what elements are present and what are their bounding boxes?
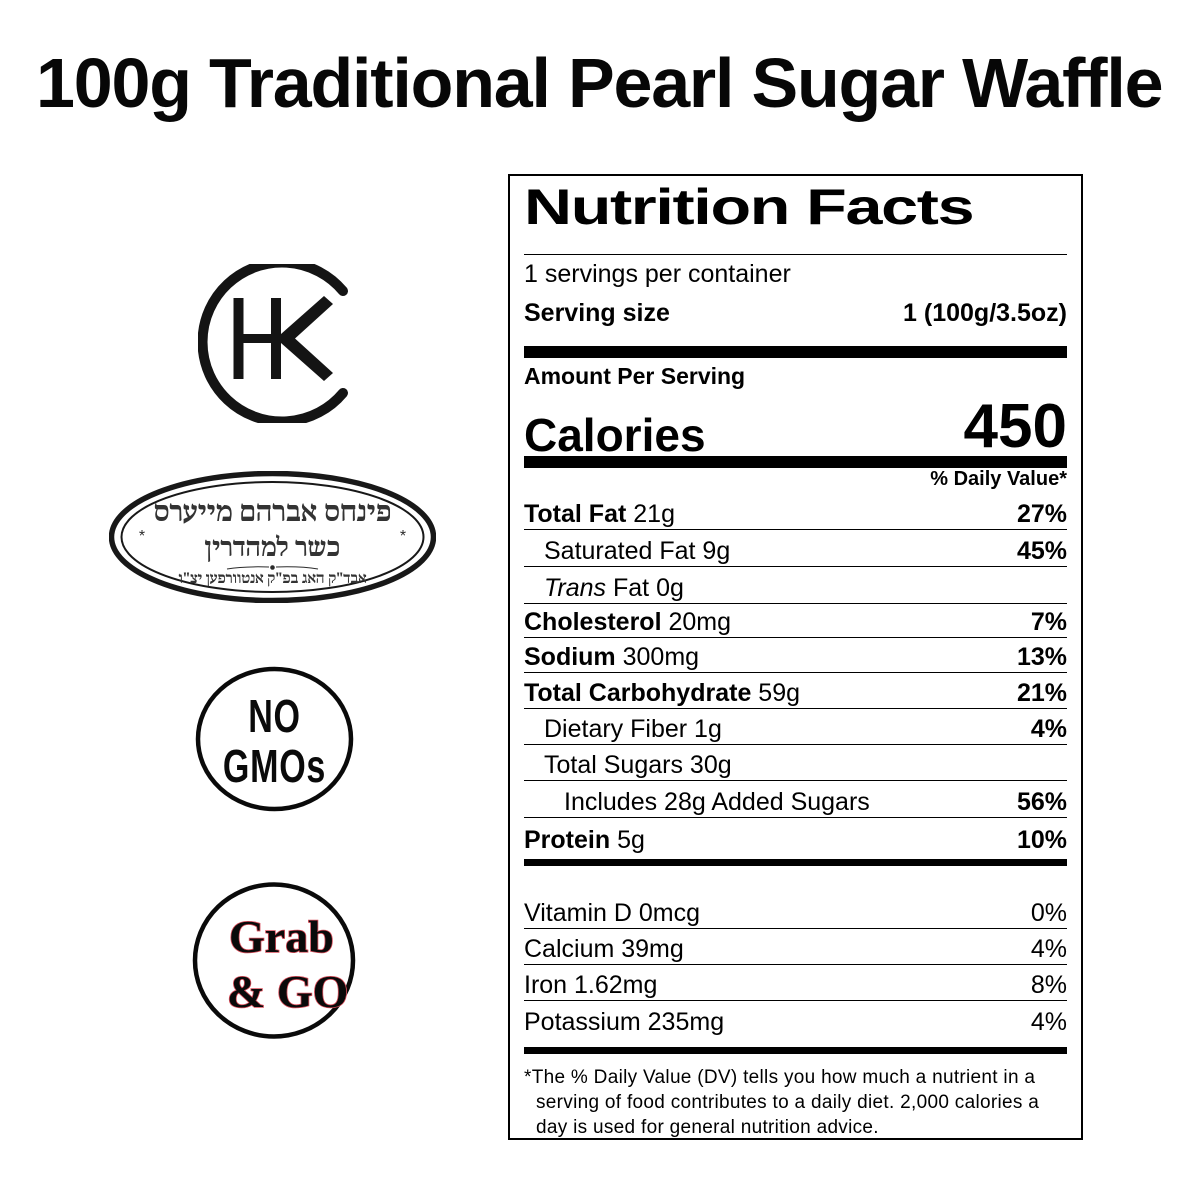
svg-text:NO: NO (248, 690, 301, 742)
svg-text:כשר למהדרין: כשר למהדרין (205, 534, 340, 564)
svg-text:אבד"ק האג בפ"ק אנטוורפען יצ"ו: אבד"ק האג בפ"ק אנטוורפען יצ"ו (178, 571, 367, 588)
svg-text:*: * (400, 528, 406, 545)
svg-text:Grab: Grab (229, 911, 334, 962)
svg-text:& GO: & GO (227, 966, 348, 1017)
svg-text:פינחס אברהם מייערס: פינחס אברהם מייערס (154, 497, 392, 529)
svg-text:*: * (139, 528, 145, 545)
svg-text:GMOs: GMOs (223, 740, 326, 792)
